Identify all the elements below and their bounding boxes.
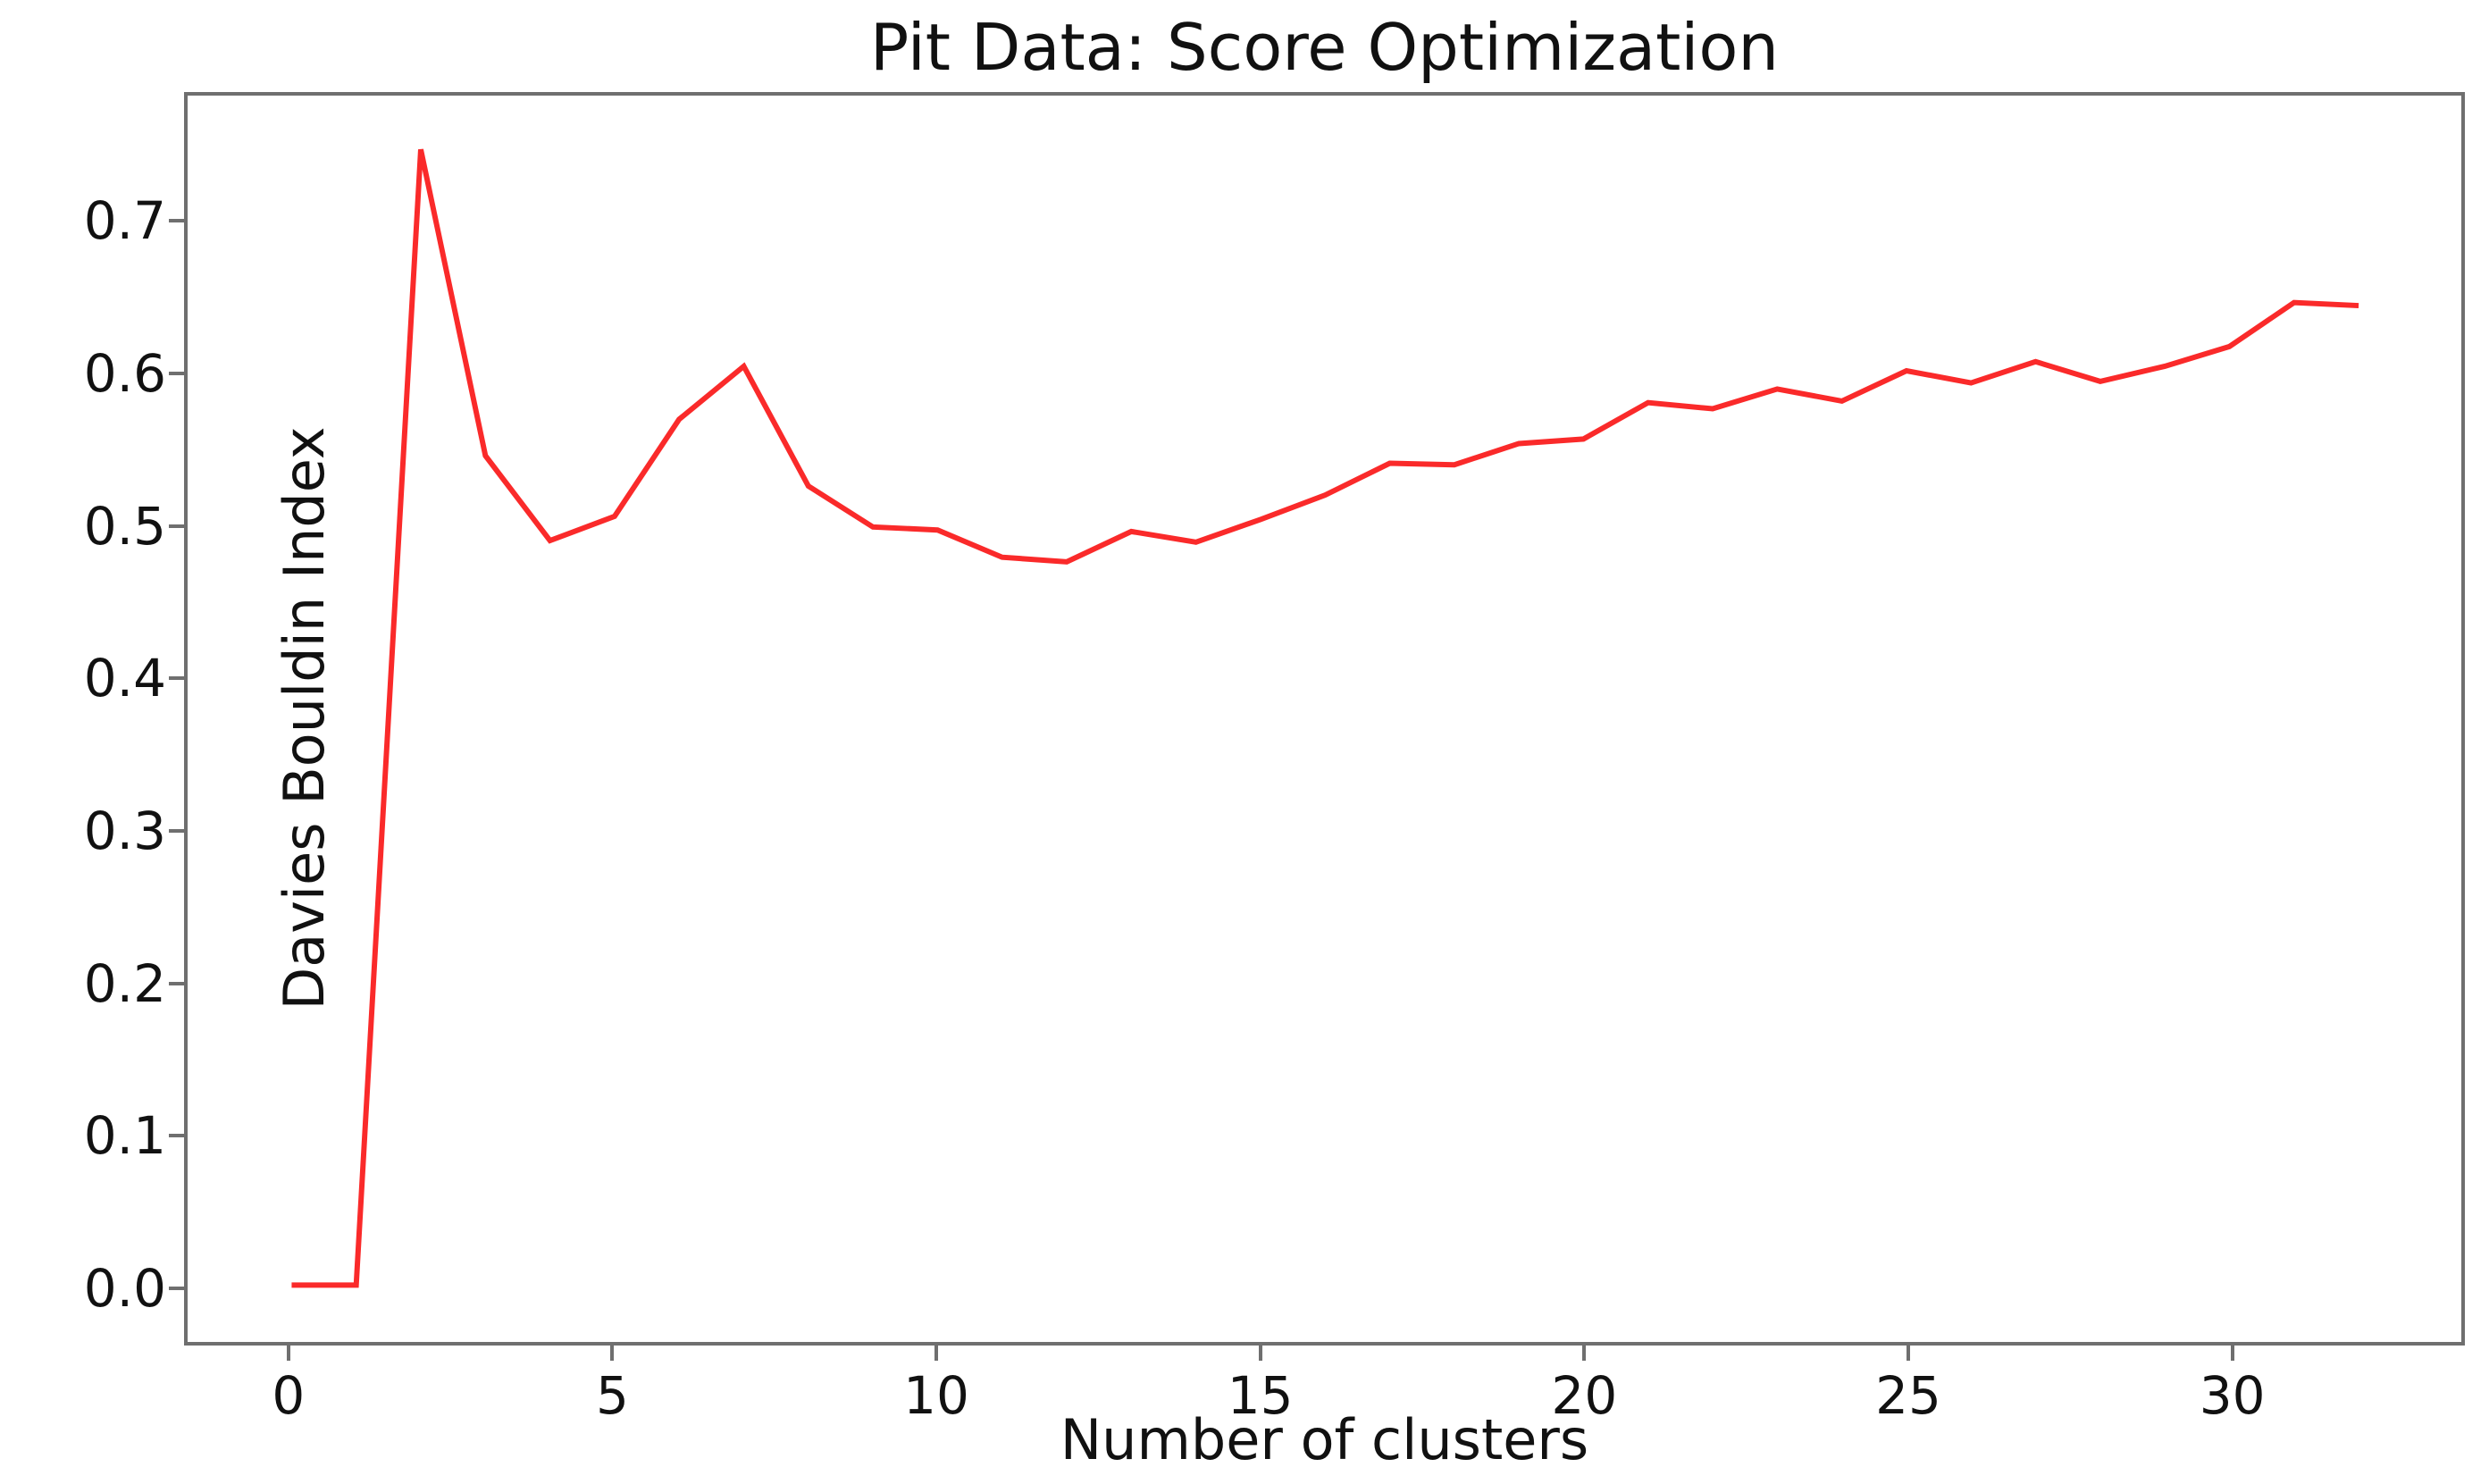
y-tick-mark bbox=[169, 828, 184, 833]
x-tick-label: 5 bbox=[595, 1365, 629, 1426]
y-tick-label: 0.7 bbox=[83, 190, 166, 252]
y-tick-mark bbox=[169, 1134, 184, 1138]
x-tick-mark bbox=[2230, 1346, 2234, 1361]
plot-area bbox=[184, 92, 2465, 1346]
y-tick-label: 0.6 bbox=[83, 342, 166, 404]
y-tick-label: 0.5 bbox=[83, 495, 166, 557]
x-tick-label: 30 bbox=[2199, 1365, 2266, 1426]
y-tick-mark bbox=[169, 981, 184, 985]
x-tick-label: 0 bbox=[272, 1365, 306, 1426]
y-tick-mark bbox=[169, 371, 184, 375]
y-tick-label: 0.0 bbox=[83, 1257, 166, 1319]
y-axis-label: Davies Bouldin Index bbox=[272, 426, 338, 1010]
y-tick-label: 0.3 bbox=[83, 800, 166, 861]
y-tick-mark bbox=[169, 676, 184, 681]
y-tick-mark bbox=[169, 219, 184, 223]
y-tick-mark bbox=[169, 524, 184, 528]
x-tick-mark bbox=[1258, 1346, 1262, 1361]
y-tick-label: 0.4 bbox=[83, 648, 166, 709]
line-chart-svg bbox=[291, 148, 2359, 1288]
data-line bbox=[291, 148, 2359, 1288]
x-tick-mark bbox=[1582, 1346, 1587, 1361]
x-tick-label: 20 bbox=[1551, 1365, 1618, 1426]
y-tick-label: 0.2 bbox=[83, 952, 166, 1014]
y-tick-mark bbox=[169, 1286, 184, 1290]
x-tick-mark bbox=[1906, 1346, 1910, 1361]
x-tick-mark bbox=[286, 1346, 290, 1361]
x-tick-label: 10 bbox=[903, 1365, 969, 1426]
chart-title: Pit Data: Score Optimization bbox=[869, 10, 1780, 85]
x-tick-label: 15 bbox=[1227, 1365, 1294, 1426]
x-tick-label: 25 bbox=[1875, 1365, 1941, 1426]
x-tick-mark bbox=[610, 1346, 615, 1361]
x-axis-label: Number of clusters bbox=[1060, 1407, 1589, 1472]
x-tick-mark bbox=[934, 1346, 939, 1361]
y-tick-label: 0.1 bbox=[83, 1105, 166, 1167]
